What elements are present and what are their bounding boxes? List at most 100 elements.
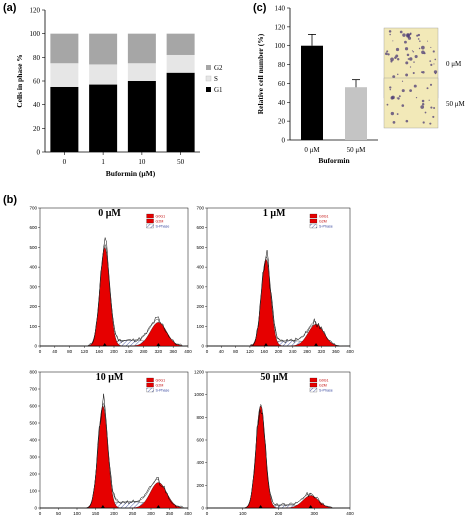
peak-marker <box>263 343 268 346</box>
x-tick-label: 300 <box>147 511 155 516</box>
stained-cell <box>414 54 418 59</box>
stained-cell <box>422 121 425 124</box>
x-tick-label: 360 <box>169 349 177 354</box>
y-tick-label: 500 <box>29 421 37 426</box>
y-tick-label: 400 <box>196 460 204 465</box>
y-axis-label: Cells in phase % <box>15 54 24 108</box>
x-tick-label: 1 <box>101 158 105 166</box>
stained-cell <box>386 50 389 53</box>
stained-cell <box>413 61 415 63</box>
peak-marker <box>258 505 263 508</box>
y-tick-label: 0 <box>37 149 41 157</box>
y-tick-label: 60 <box>33 78 41 86</box>
legend-label-s: S <box>214 75 218 83</box>
stained-cell <box>407 36 412 40</box>
legend-swatch-g2m <box>309 382 318 388</box>
stained-cell <box>396 113 399 115</box>
stained-cell <box>429 122 432 125</box>
legend-swatch-s-phase <box>309 223 318 229</box>
histogram-frame <box>206 207 351 347</box>
y-tick-label: 100 <box>30 30 41 38</box>
y-tick-label: 800 <box>196 415 204 420</box>
legend-label-s-phase: S-Phase <box>319 388 333 392</box>
stained-cell <box>428 99 430 101</box>
x-tick-label: 360 <box>332 349 340 354</box>
y-tick-label: 600 <box>196 225 204 230</box>
histogram-title: 0 μM <box>98 208 121 219</box>
x-tick-label: 0 <box>206 349 209 354</box>
stained-cell <box>402 33 406 37</box>
stained-cell <box>412 72 415 75</box>
stained-cell <box>421 50 425 55</box>
stained-cell <box>405 73 409 77</box>
y-tick-label: 500 <box>196 245 204 250</box>
stained-cell <box>413 84 417 88</box>
stained-cell <box>390 57 394 62</box>
y-tick-label: 0 <box>201 506 204 511</box>
peak-marker <box>308 505 313 508</box>
legend-swatch-g0g1 <box>309 377 318 383</box>
y-tick-label: 20 <box>33 125 41 133</box>
stained-cell <box>395 54 399 58</box>
x-tick-label: 400 <box>184 511 192 516</box>
y-tick-label: 120 <box>30 7 41 15</box>
x-tick-label: 10 <box>138 158 146 166</box>
y-tick-label: 0 <box>34 344 37 349</box>
y-tick-label: 200 <box>196 483 204 488</box>
stained-cell <box>399 30 403 34</box>
x-tick-label: 50 μM <box>347 146 367 154</box>
histogram-title: 50 μM <box>260 372 288 383</box>
stained-cell <box>429 60 432 62</box>
stained-cell <box>411 50 413 52</box>
model-fit-trace <box>207 255 350 347</box>
legend-label-g0g1: G0G1 <box>156 214 166 218</box>
stained-cell <box>433 70 438 74</box>
stained-cell <box>417 33 421 37</box>
x-tick-label: 50 <box>177 158 185 166</box>
stained-cell <box>386 103 389 106</box>
stained-cell <box>406 53 410 57</box>
y-tick-label: 0 <box>282 137 286 145</box>
y-tick-label: 700 <box>196 206 204 211</box>
y-tick-label: 120 <box>275 23 286 31</box>
stained-cell <box>430 63 433 66</box>
stained-cell <box>432 50 435 53</box>
x-tick-label: 280 <box>303 349 311 354</box>
bar-segment-g1 <box>50 86 79 152</box>
stained-cell <box>405 119 409 123</box>
histogram-title: 1 μM <box>263 208 286 219</box>
stained-cell <box>432 115 435 118</box>
x-tick-label: 240 <box>289 349 297 354</box>
stained-cell <box>397 73 399 76</box>
stained-cell <box>404 47 409 51</box>
cell-cycle-stacked-bar-chart: 0 20 40 60 80 100 120 0 1 10 50 Buformin (μM) Cells … <box>15 7 223 179</box>
stained-cell <box>416 34 419 37</box>
model-fit-trace <box>207 403 350 509</box>
stained-cell <box>424 111 427 114</box>
y-tick-label: 200 <box>29 304 37 309</box>
peak-marker <box>156 505 161 508</box>
histogram-title: 10 μM <box>96 372 124 383</box>
x-tick-label: 280 <box>140 349 148 354</box>
x-tick-label: 150 <box>92 511 100 516</box>
y-tick-label: 1200 <box>194 370 205 375</box>
stained-cell <box>433 107 436 109</box>
legend-label-g0g1: G0G1 <box>319 214 329 218</box>
stained-cell <box>405 61 409 65</box>
panel-label-b: (b) <box>3 194 18 206</box>
stained-cell <box>396 58 400 61</box>
stained-cell <box>409 66 412 68</box>
bar-1 <box>345 87 367 140</box>
y-tick-label: 400 <box>29 438 37 443</box>
model-fit-trace <box>40 401 189 509</box>
y-tick-label: 300 <box>29 455 37 460</box>
stained-cell <box>401 104 405 107</box>
stained-cell <box>429 83 433 86</box>
stained-cell <box>397 97 400 100</box>
stained-cell <box>391 95 395 100</box>
stained-cell <box>421 103 425 106</box>
legend-swatch-g2 <box>206 65 211 70</box>
bar-segment-g1 <box>89 84 118 152</box>
stained-cell <box>388 30 392 33</box>
flow-cytometry-histograms: 0 40 80 120 160 200 240 280 320 360 40001002003004… <box>29 206 354 517</box>
